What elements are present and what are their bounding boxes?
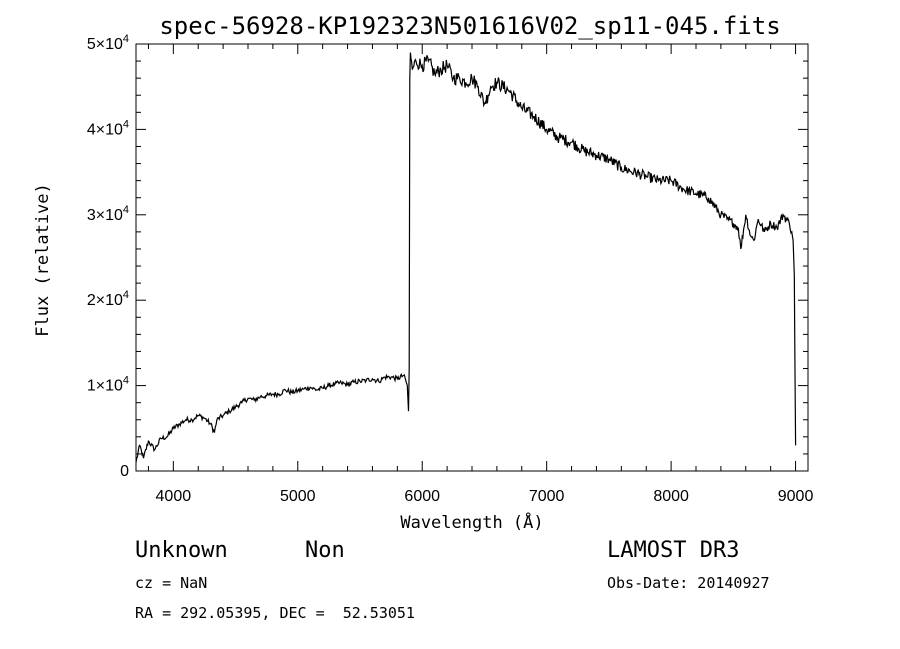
x-tick-label: 6000 (404, 488, 440, 505)
observation-date: Obs-Date: 20140927 (607, 574, 770, 592)
y-axis-label: Flux (relative) (33, 183, 53, 337)
y-tick-label: 4×104 (87, 118, 129, 138)
plot-frame (135, 43, 809, 472)
spectrum-line (135, 52, 797, 463)
redshift-cz: cz = NaN (135, 574, 208, 592)
x-tick-label: 9000 (778, 488, 814, 505)
x-axis-label: Wavelength (Å) (400, 511, 543, 533)
survey-name: LAMOST DR3 (607, 538, 740, 563)
y-tick-label: 3×104 (87, 204, 129, 224)
y-tick-label: 1×104 (87, 375, 129, 395)
object-type: Unknown (135, 538, 228, 563)
object-subclass: Non (305, 538, 345, 563)
chart-title: spec-56928-KP192323N501616V02_sp11-045.f… (159, 12, 780, 40)
y-tick-label: 2×104 (87, 289, 129, 309)
y-tick-label: 5×104 (87, 33, 129, 53)
axis-ticks: 4000 5000 6000 7000 8000 9000 0 1×104 2×104 3×104… (87, 33, 814, 505)
x-tick-label: 8000 (653, 488, 689, 505)
y-tick-label: 0 (120, 463, 129, 480)
coordinates: RA = 292.05395, DEC = 52.53051 (135, 604, 415, 622)
x-tick-label: 7000 (529, 488, 565, 505)
x-tick-label: 4000 (156, 488, 192, 505)
x-tick-label: 5000 (280, 488, 316, 505)
